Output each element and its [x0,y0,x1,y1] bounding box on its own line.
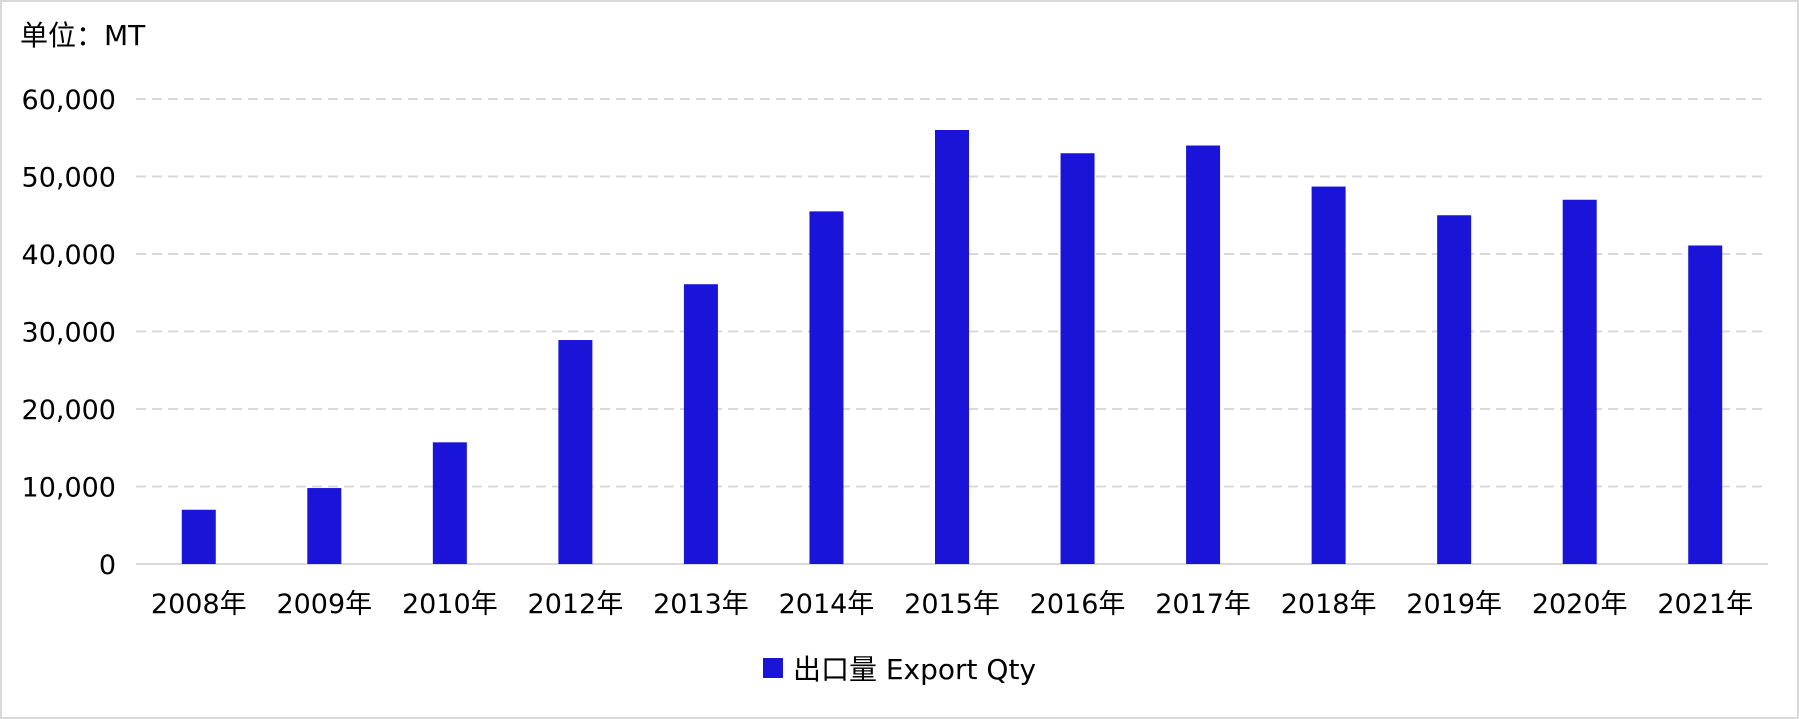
x-tick-label: 2014年 [779,589,875,620]
legend: 出口量 Export Qty [0,648,1799,688]
bar [809,211,844,564]
bar [1437,215,1472,564]
bar [432,442,467,564]
y-tick-label: 40,000 [22,240,116,271]
x-tick-label: 2015年 [904,589,1000,620]
bar [307,488,342,564]
x-tick-label: 2019年 [1406,589,1502,620]
y-tick-label: 50,000 [22,163,116,194]
bar [1688,245,1723,564]
bar [683,284,718,564]
x-axis-ticks: 2008年 2009年 2010年 2012年 2013年 2014年 2015年 2016年… [151,589,1753,620]
x-tick-label: 2008年 [151,589,247,620]
x-tick-label: 2013年 [653,589,749,620]
bar [1562,199,1597,564]
x-tick-label: 2021年 [1657,589,1753,620]
legend-swatch [762,658,783,678]
x-tick-label: 2016年 [1030,589,1126,620]
x-tick-label: 2010年 [402,589,498,620]
x-tick-label: 2018年 [1281,589,1377,620]
bar-layer [181,130,1723,564]
bar [558,340,593,564]
y-tick-label: 30,000 [22,318,116,349]
x-tick-label: 2012年 [528,589,624,620]
y-tick-label: 0 [99,550,116,581]
bar [1311,186,1346,564]
y-tick-label: 60,000 [22,85,116,116]
unit-label: 单位：MT [20,19,146,52]
x-tick-label: 2009年 [276,589,372,620]
bar [1186,145,1221,564]
bar [1060,153,1095,564]
legend-label: 出口量 Export Qty [792,653,1037,686]
y-tick-label: 20,000 [22,395,116,426]
bar [181,509,216,564]
y-axis-ticks: 0 10,000 20,000 30,000 40,000 50,000 60,000 [22,85,116,581]
bar [935,130,969,564]
x-tick-label: 2017年 [1155,589,1251,620]
y-tick-label: 10,000 [22,473,116,504]
x-tick-label: 2020年 [1532,589,1628,620]
